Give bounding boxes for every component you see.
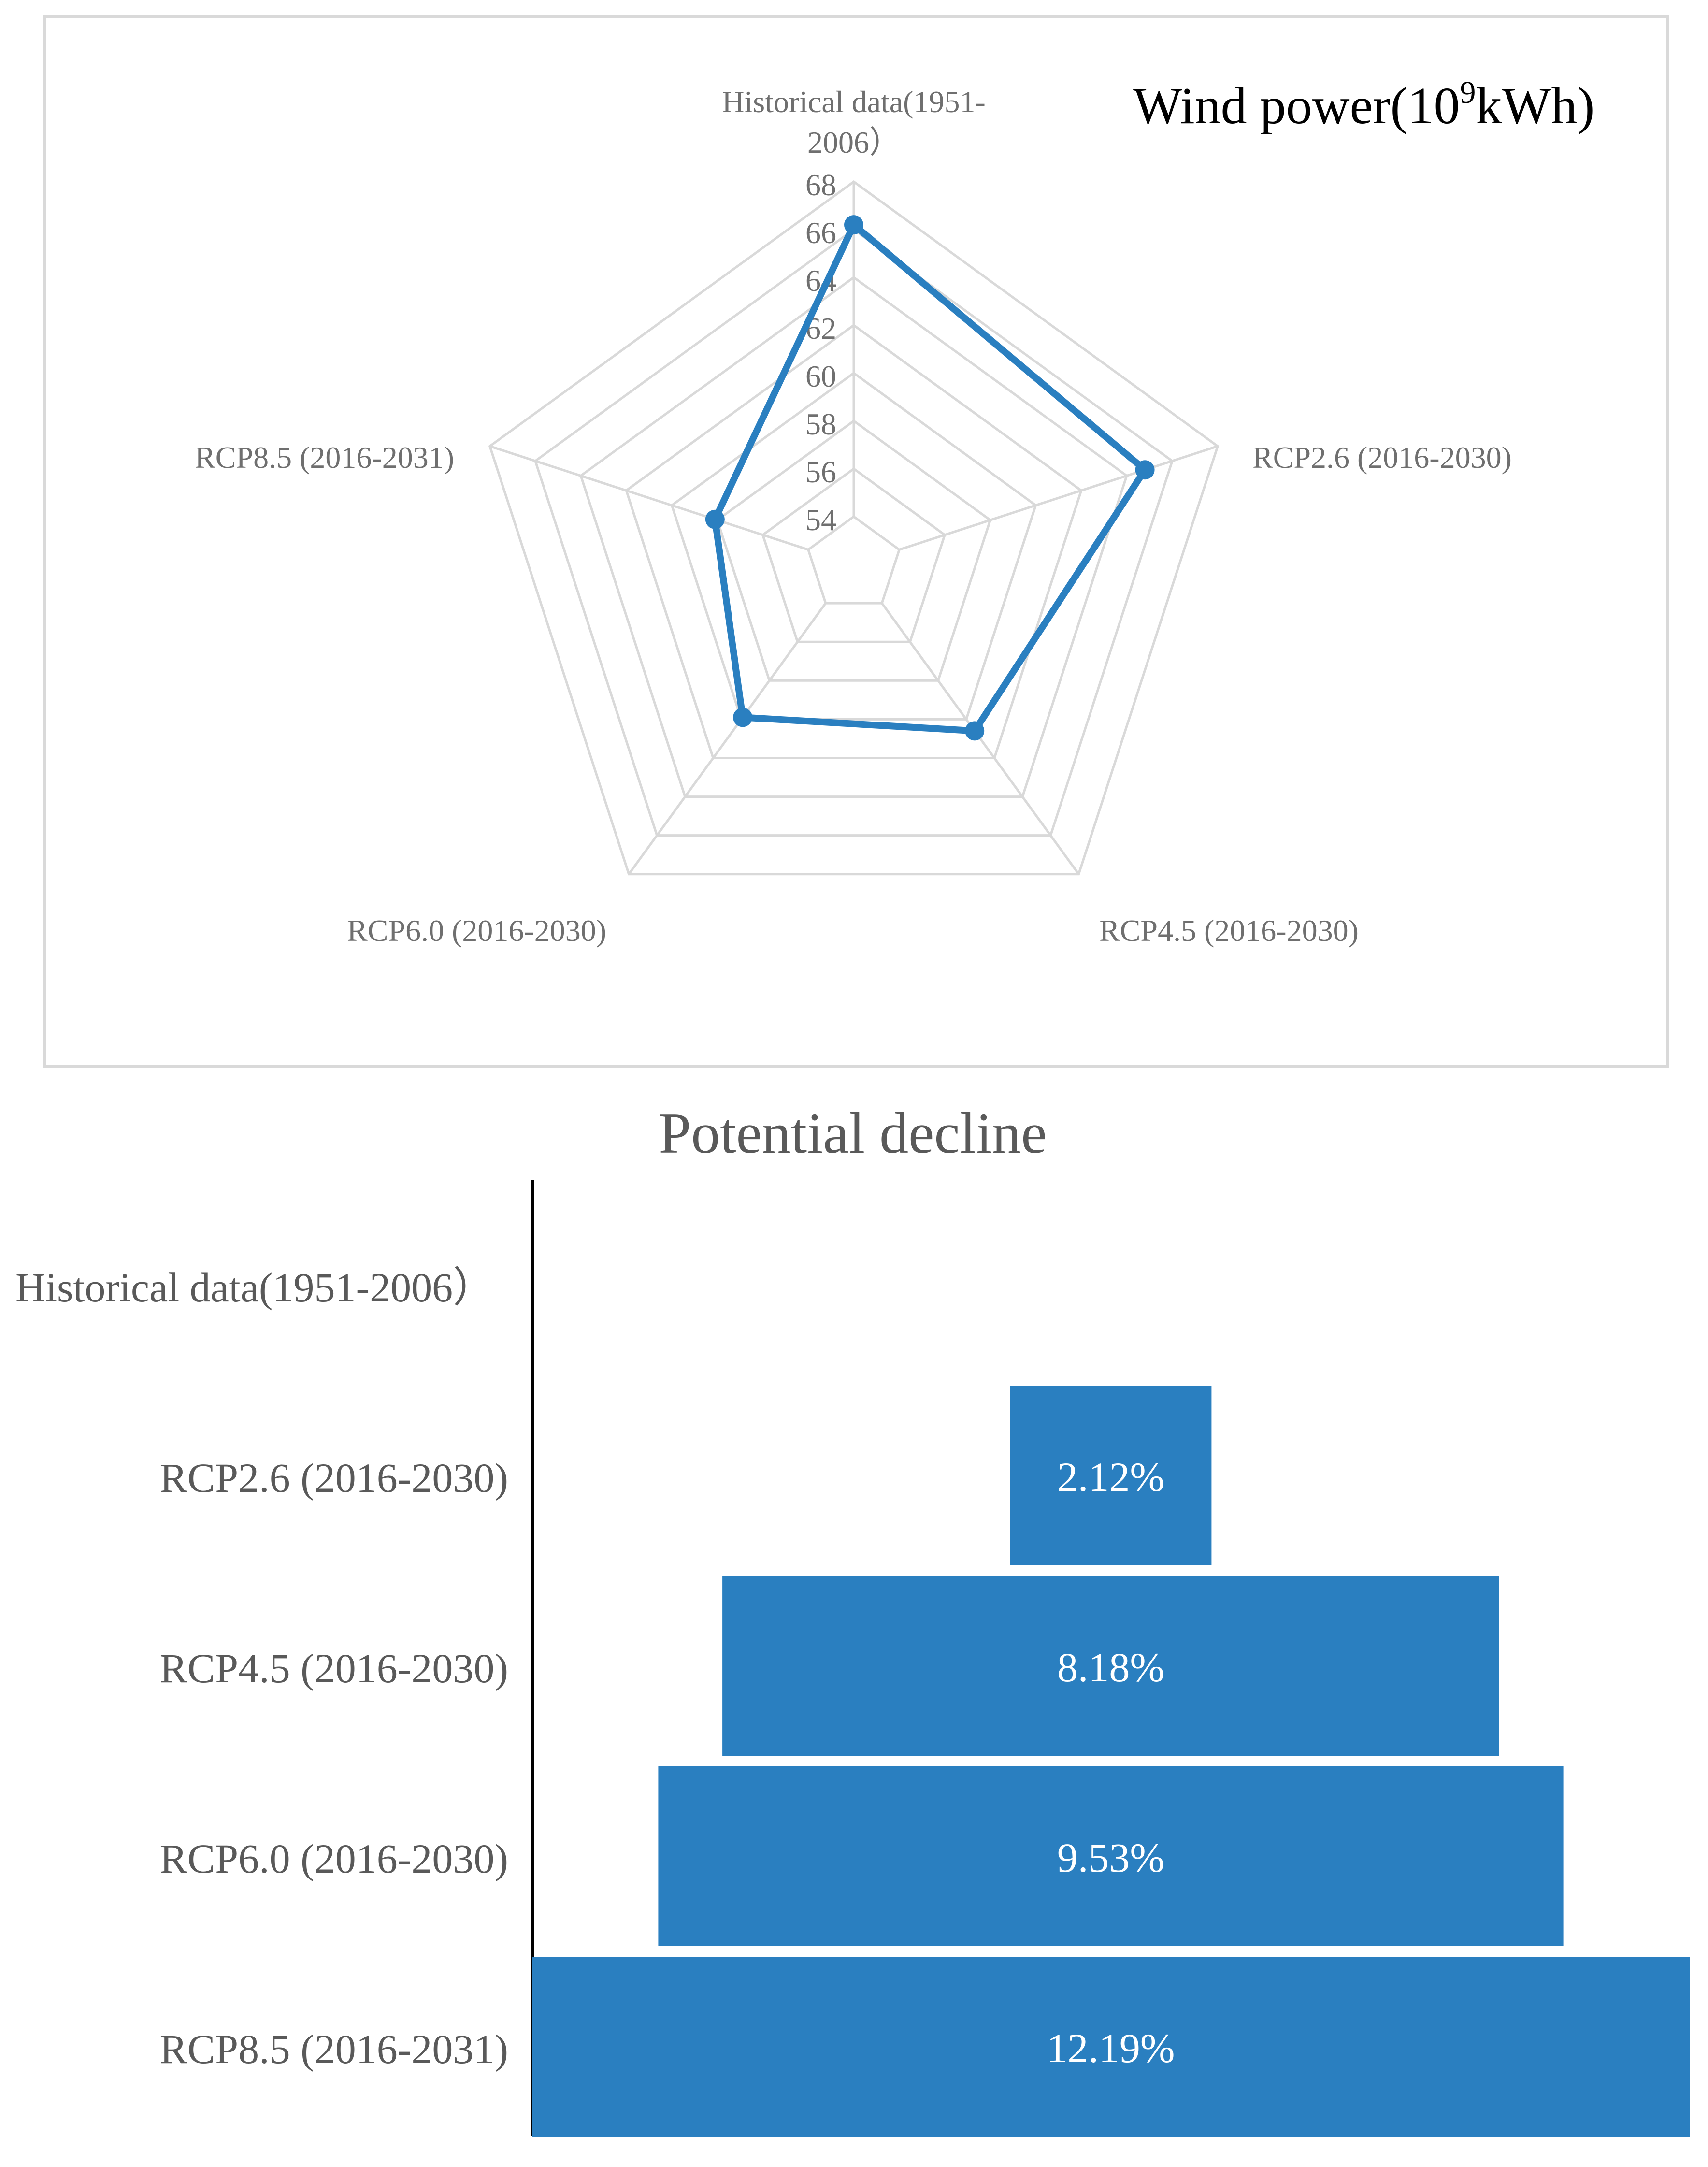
radar-series-point [733,708,753,727]
funnel-category-label: RCP6.0 (2016-2030) [160,1835,508,1882]
radar-series-point [705,509,725,529]
radar-axis-label-line: RCP8.5 (2016-2031) [195,440,454,475]
radar-tick-label: 58 [805,407,836,441]
funnel-category-label: Historical data(1951-2006） [15,1264,494,1311]
radar-title-prefix: Wind power(10 [1133,77,1460,135]
radar-chart-title: Wind power(109kWh) [1133,75,1594,135]
radar-gridline-64 [579,275,1128,798]
radar-gridline-54 [806,515,901,605]
funnel-bar [532,1957,1690,2137]
radar-tick-label: 60 [805,359,836,393]
radar-axis-label: RCP8.5 (2016-2031) [195,440,454,475]
radar-series-point [965,721,985,741]
radar-axis-labels: Historical data(1951- 2006） RCP2.6 (2016-2… [195,85,1512,948]
funnel-bars [532,1386,1690,2137]
radar-series [705,215,1155,741]
radar-gridlines [488,180,1220,876]
radar-tick-label: 54 [805,503,836,537]
radar-series-line [711,221,1148,735]
radar-gridline-66 [533,228,1174,837]
radar-tick-label: 56 [805,455,836,489]
funnel-category-label: RCP8.5 (2016-2031) [160,2026,508,2072]
radar-chart-frame [43,15,1669,1068]
potential-decline-chart: Potential decline Historical data(1951-2… [15,1101,1690,2137]
radar-gridline-58 [716,419,992,682]
radar-axis-label: RCP6.0 (2016-2030) [347,913,606,948]
radar-axis-label: RCP4.5 (2016-2030) [1099,913,1359,948]
radar-axis-label-line: RCP4.5 (2016-2030) [1099,913,1359,948]
funnel-value-label: 9.53% [1057,1835,1164,1881]
radar-spoke [899,445,1219,551]
radar-gridline-60 [670,371,1037,721]
funnel-category-labels: Historical data(1951-2006） RCP2.6 (2016-2… [15,1264,508,2072]
radar-gridline-56 [761,467,947,643]
radar-axis-label-line: RCP2.6 (2016-2030) [1252,440,1512,475]
radar-spokes [489,182,1219,875]
radar-series-point [844,215,863,235]
radar-spoke [489,445,809,551]
radar-spoke [628,602,827,875]
radar-title-suffix: kWh) [1476,77,1594,135]
radar-axis-label: RCP2.6 (2016-2030) [1252,440,1512,475]
funnel-value-labels: 2.12% 8.18% 9.53% 12.19% [1047,1454,1175,2071]
potential-decline-title: Potential decline [659,1101,1047,1165]
radar-axis-label-line: RCP6.0 (2016-2030) [347,913,606,948]
radar-gridline-68 [488,180,1220,876]
funnel-category-label: RCP2.6 (2016-2030) [160,1455,508,1501]
radar-axis-label-line: 2006） [807,125,900,159]
funnel-bar [658,1766,1564,1946]
funnel-value-label: 2.12% [1057,1454,1164,1500]
radar-tick-label: 68 [805,168,836,202]
radar-series-point [1135,460,1155,480]
radar-gridline-62 [625,323,1083,759]
radar-axis-label-line: Historical data(1951- [722,85,986,119]
radar-tick-label: 66 [805,216,836,250]
funnel-bar [1010,1386,1212,1565]
radar-title-superscript: 9 [1460,75,1476,110]
funnel-bar [722,1576,1499,1756]
funnel-category-label: RCP4.5 (2016-2030) [160,1645,508,1691]
funnel-value-label: 12.19% [1047,2025,1175,2071]
radar-axis-label: Historical data(1951- 2006） [722,85,986,159]
funnel-value-label: 8.18% [1057,1644,1164,1690]
